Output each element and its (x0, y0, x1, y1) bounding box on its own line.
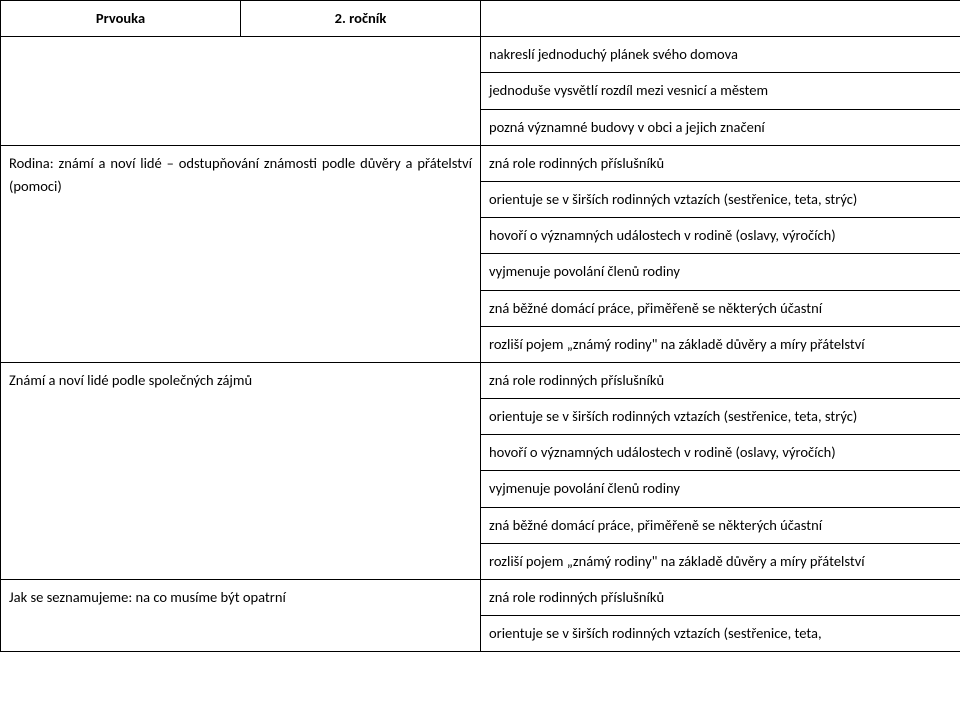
outcome-cell: jednoduše vysvětlí rozdíl mezi vesnicí a… (481, 73, 960, 109)
outcome-cell: zná role rodinných příslušníků (481, 580, 960, 616)
outcome-cell: vyjmenuje povolání členů rodiny (481, 254, 960, 290)
outcome-cell: orientuje se v širších rodinných vztazíc… (481, 181, 960, 217)
outcome-cell: hovoří o významných událostech v rodině … (481, 435, 960, 471)
outcome-cell: zná role rodinných příslušníků (481, 145, 960, 181)
table-row: Známí a noví lidé podle společných zájmů… (1, 362, 960, 398)
outcome-cell: nakreslí jednoduchý plánek svého domova (481, 37, 960, 73)
topic-caution: Jak se seznamujeme: na co musíme být opa… (1, 580, 481, 652)
header-grade: 2. ročník (241, 1, 481, 37)
outcome-cell: zná běžné domácí práce, přiměřeně se něk… (481, 290, 960, 326)
outcome-cell: rozliší pojem „známý rodiny" na základě … (481, 326, 960, 362)
table-row: nakreslí jednoduchý plánek svého domova (1, 37, 960, 73)
outcome-cell: zná běžné domácí práce, přiměřeně se něk… (481, 507, 960, 543)
outcome-cell: zná role rodinných příslušníků (481, 362, 960, 398)
topic-common-interests: Známí a noví lidé podle společných zájmů (1, 362, 481, 579)
outcome-cell: hovoří o významných událostech v rodině … (481, 218, 960, 254)
outcome-cell: rozliší pojem „známý rodiny" na základě … (481, 543, 960, 579)
outcome-cell: pozná významné budovy v obci a jejich zn… (481, 109, 960, 145)
table-row: Jak se seznamujeme: na co musíme být opa… (1, 580, 960, 616)
table-row: Prvouka 2. ročník (1, 1, 960, 37)
table-row: Rodina: známí a noví lidé – odstupňování… (1, 145, 960, 181)
intro-left-empty (1, 37, 481, 146)
header-subject: Prvouka (1, 1, 241, 37)
page-wrapper: Prvouka 2. ročník nakreslí jednoduchý pl… (0, 0, 960, 652)
outcome-cell: orientuje se v širších rodinných vztazíc… (481, 399, 960, 435)
topic-family: Rodina: známí a noví lidé – odstupňování… (1, 145, 481, 362)
outcome-cell: vyjmenuje povolání členů rodiny (481, 471, 960, 507)
outcome-cell: orientuje se v širších rodinných vztazíc… (481, 616, 960, 652)
header-empty (481, 1, 960, 37)
curriculum-table: Prvouka 2. ročník nakreslí jednoduchý pl… (0, 0, 960, 652)
